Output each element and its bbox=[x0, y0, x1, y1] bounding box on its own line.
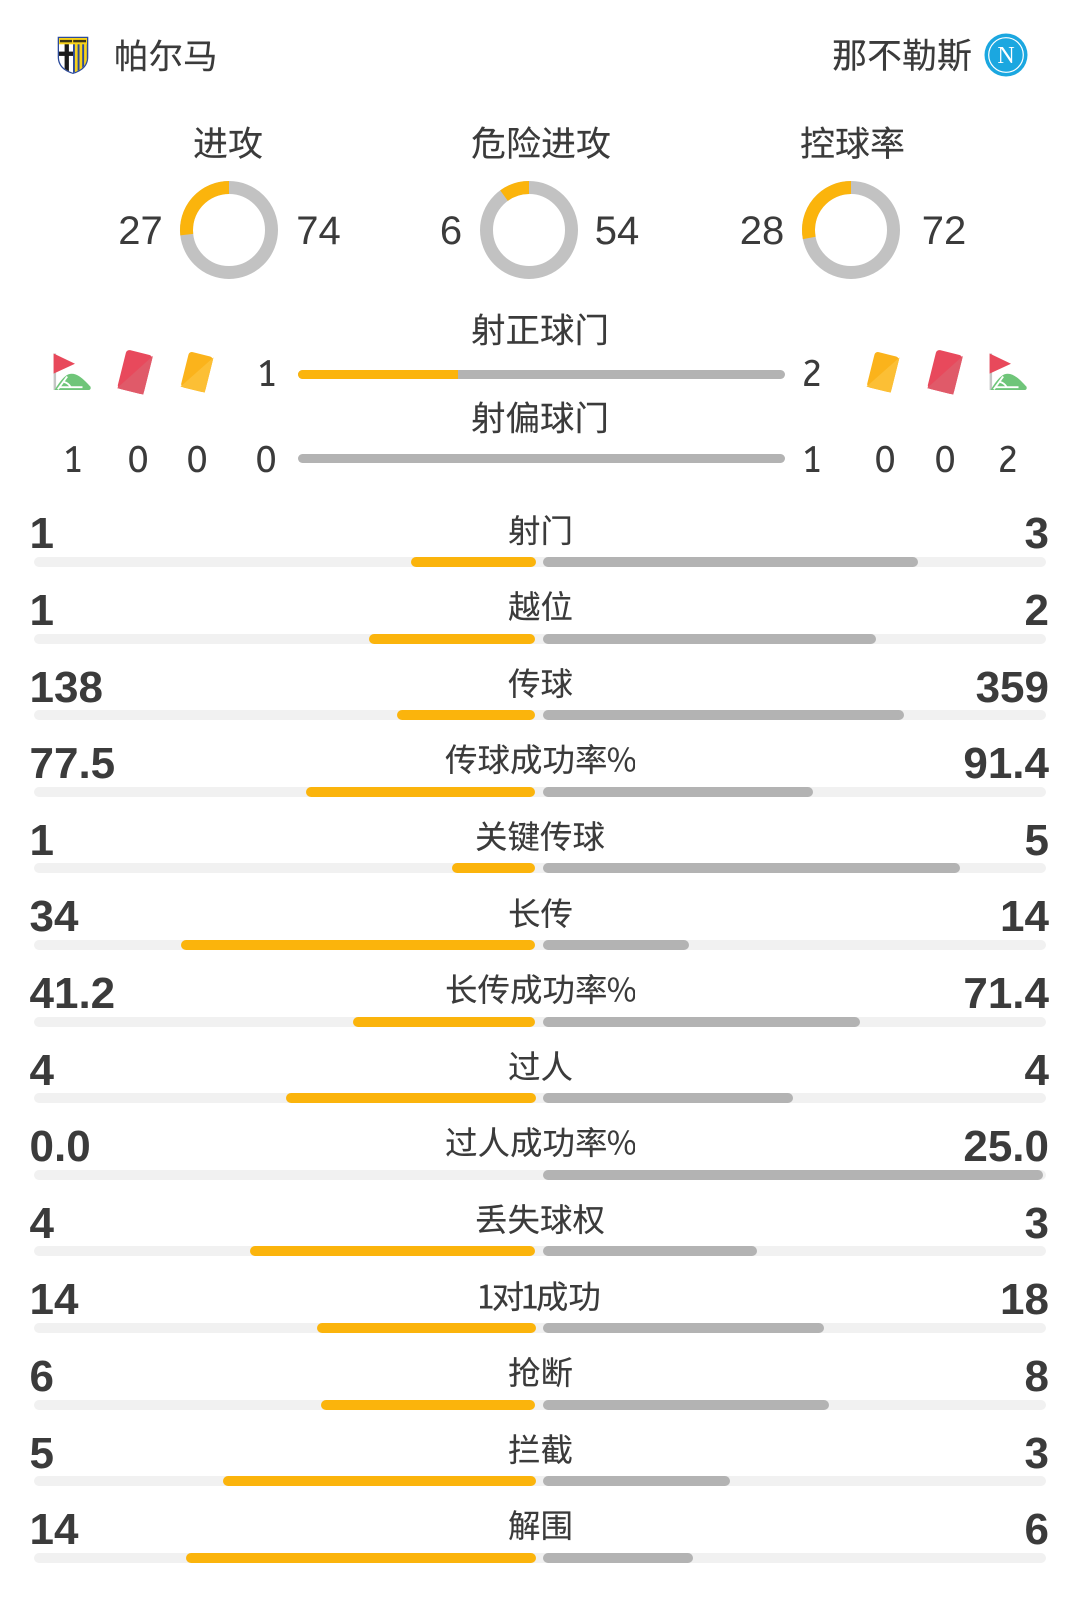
svg-text:N: N bbox=[997, 43, 1014, 69]
